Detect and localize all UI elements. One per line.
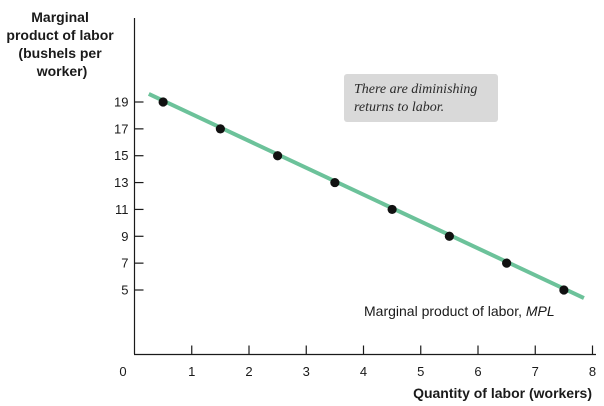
y-tick-label: 19 [114,95,128,110]
y-tick-label: 9 [121,229,128,244]
x-tick-label: 8 [589,364,596,379]
y-ticks: 5 7 9 11 13 15 17 19 [114,95,144,298]
x-ticks: 0 1 2 3 4 5 6 7 8 [119,345,596,379]
x-tick-label: 1 [188,364,195,379]
data-point [502,258,512,268]
mpl-line [147,92,585,300]
data-point [559,285,569,295]
x-tick-label: 2 [245,364,252,379]
annotation-box [344,74,498,122]
x-axis-label: Quantity of labor (workers) [413,385,592,401]
series-label: Marginal product of labor, MPL [364,303,555,319]
annotation-text: There are diminishing returns to labor. [354,82,481,115]
y-tick-label: 7 [121,256,128,271]
annotation-line: There are diminishing [354,82,477,97]
y-axis-label-line: product of labor [6,27,114,43]
y-tick-label: 17 [114,121,128,136]
y-axis-label-line: worker) [36,63,88,79]
x-tick-label: 6 [474,364,481,379]
x-tick-label: 3 [303,364,310,379]
series-layer [147,92,585,300]
series-label-prefix: Marginal product of labor, [364,303,526,319]
x-tick-label: 7 [532,364,539,379]
y-tick-label: 5 [121,283,128,298]
y-tick-label: 15 [114,148,128,163]
data-point [387,204,397,215]
y-tick-label: 11 [115,202,129,217]
y-axis-label-line: Marginal [31,9,89,25]
x-tick-label: 5 [417,364,424,379]
data-point [330,177,340,188]
y-axis-label: Marginal product of labor (bushels per w… [6,9,117,79]
annotation: There are diminishing returns to labor. [344,74,498,122]
data-point [158,97,168,107]
y-tick-label: 13 [114,175,128,190]
y-axis-label-line: (bushels per [18,45,102,61]
data-point [273,151,283,161]
annotation-line: returns to labor. [354,100,444,115]
x-tick-label: 4 [360,364,367,379]
data-point [215,124,225,134]
series-label-italic: MPL [526,303,555,319]
x-tick-label: 0 [119,364,126,379]
data-point [444,231,454,241]
